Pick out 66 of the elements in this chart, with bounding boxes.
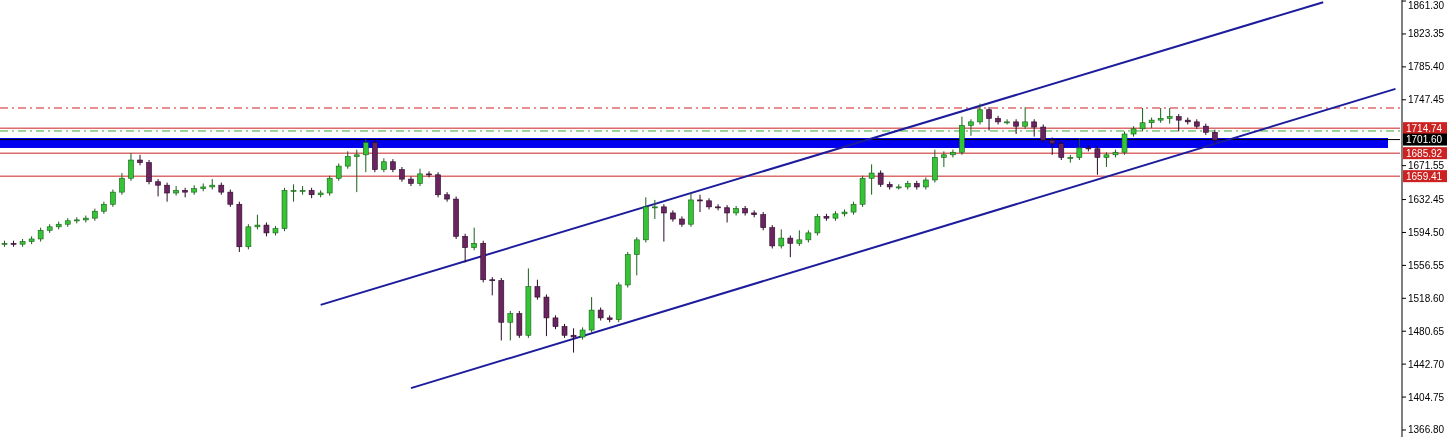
candlestick	[868, 163, 875, 196]
y-tick-label: 1785.40	[1408, 61, 1445, 73]
y-tick-label: 1823.35	[1408, 28, 1445, 40]
candlestick	[1121, 130, 1128, 156]
y-tick-label: 1747.45	[1408, 94, 1445, 106]
candlestick	[932, 149, 938, 184]
y-tick-label: 1366.80	[1408, 424, 1445, 436]
candlestick	[697, 194, 703, 213]
candlestick	[1139, 107, 1146, 132]
y-tick-label: 1594.50	[1408, 226, 1445, 238]
y-tick-label: 1442.70	[1408, 358, 1445, 370]
candlestick	[516, 310, 523, 339]
candlestick	[363, 138, 369, 173]
candlestick	[570, 327, 577, 354]
candlestick	[471, 227, 477, 251]
candlestick	[155, 178, 161, 197]
ref-line-label: 1685.92	[1406, 147, 1443, 159]
ref-line-label: 1659.41	[1406, 170, 1443, 182]
candlestick	[489, 276, 496, 296]
candlestick	[724, 204, 730, 223]
candlestick	[986, 106, 992, 132]
candlestick	[633, 236, 640, 276]
candlestick	[1094, 145, 1101, 176]
candlestick	[164, 182, 170, 203]
candlestick	[1076, 137, 1083, 161]
candlestick	[977, 103, 983, 125]
candlestick	[769, 224, 776, 250]
candlestick	[1040, 123, 1047, 144]
candlestick	[245, 223, 252, 250]
candlestick	[941, 150, 947, 168]
candlestick	[760, 211, 767, 231]
candlestick	[661, 203, 667, 243]
y-tick-label: 1480.65	[1408, 325, 1445, 337]
candlestick	[652, 199, 658, 220]
candlestick	[534, 279, 541, 301]
candlestick	[787, 235, 794, 258]
ref-line-label: 1714.74	[1406, 122, 1443, 134]
candlestick	[814, 213, 821, 236]
candlestick	[146, 159, 152, 185]
candlestick	[1022, 106, 1028, 130]
candlestick	[462, 233, 468, 263]
candlestick	[128, 152, 134, 182]
candlestick	[950, 149, 956, 158]
candlestick	[326, 175, 333, 197]
y-tick-label: 1861.30	[1408, 0, 1445, 11]
y-tick-label: 1518.60	[1408, 292, 1445, 304]
candlestick	[1013, 118, 1019, 135]
candlestick	[353, 149, 360, 193]
candlestick	[137, 154, 143, 166]
candlestick	[507, 310, 514, 341]
candlestick	[173, 185, 179, 197]
candlestick	[778, 228, 785, 250]
candlestick	[290, 183, 297, 203]
y-tick-label: 1404.75	[1408, 391, 1445, 403]
y-tick-label: 1556.55	[1408, 259, 1445, 271]
candlestick	[119, 172, 125, 196]
candlestick	[1058, 140, 1065, 161]
candlestick	[588, 296, 595, 334]
y-tick-label: 1632.45	[1408, 194, 1445, 206]
candlestick	[435, 171, 441, 198]
y-tick-label: 1671.55	[1408, 160, 1445, 172]
candlestick	[543, 293, 550, 337]
candlestick	[426, 170, 432, 178]
ref-line-label: 1701.60	[1406, 134, 1443, 146]
candlestick	[715, 203, 721, 211]
candlestick	[968, 118, 974, 137]
